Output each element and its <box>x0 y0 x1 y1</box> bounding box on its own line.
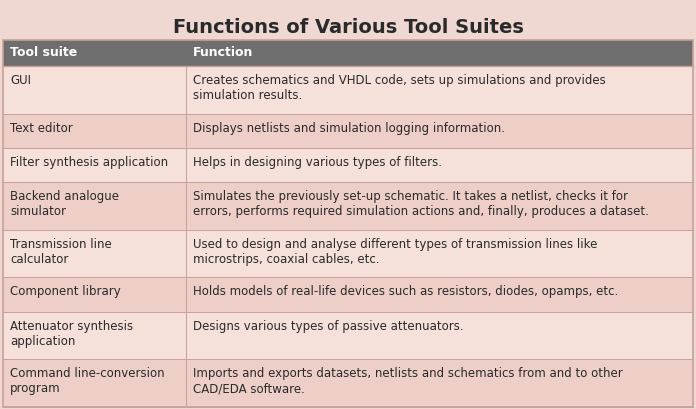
Text: GUI: GUI <box>10 74 31 87</box>
Bar <box>3 277 693 312</box>
Text: Tool suite: Tool suite <box>10 47 77 59</box>
Text: Designs various types of passive attenuators.: Designs various types of passive attenua… <box>193 320 464 333</box>
Bar <box>3 66 693 114</box>
Text: Transmission line
calculator: Transmission line calculator <box>10 238 112 266</box>
Bar <box>3 312 693 360</box>
Text: Filter synthesis application: Filter synthesis application <box>10 156 168 169</box>
Bar <box>3 40 693 407</box>
Text: Component library: Component library <box>10 285 120 299</box>
Text: Used to design and analyse different types of transmission lines like
microstrip: Used to design and analyse different typ… <box>193 238 597 266</box>
Bar <box>3 230 693 277</box>
Text: Displays netlists and simulation logging information.: Displays netlists and simulation logging… <box>193 122 505 135</box>
Text: Simulates the previously set-up schematic. It takes a netlist, checks it for
err: Simulates the previously set-up schemati… <box>193 190 649 218</box>
Bar <box>3 182 693 230</box>
Text: Functions of Various Tool Suites: Functions of Various Tool Suites <box>173 18 523 37</box>
Text: Imports and exports datasets, netlists and schematics from and to other
CAD/EDA : Imports and exports datasets, netlists a… <box>193 367 623 396</box>
Text: Text editor: Text editor <box>10 122 73 135</box>
Text: Holds models of real-life devices such as resistors, diodes, opamps, etc.: Holds models of real-life devices such a… <box>193 285 618 299</box>
Text: Function: Function <box>193 47 253 59</box>
Text: Backend analogue
simulator: Backend analogue simulator <box>10 190 119 218</box>
Bar <box>3 148 693 182</box>
Bar <box>3 360 693 407</box>
Text: Command line-conversion
program: Command line-conversion program <box>10 367 165 396</box>
Text: Creates schematics and VHDL code, sets up simulations and provides
simulation re: Creates schematics and VHDL code, sets u… <box>193 74 606 102</box>
Text: Attenuator synthesis
application: Attenuator synthesis application <box>10 320 133 348</box>
Text: Helps in designing various types of filters.: Helps in designing various types of filt… <box>193 156 442 169</box>
Bar <box>3 40 693 66</box>
Bar <box>3 114 693 148</box>
